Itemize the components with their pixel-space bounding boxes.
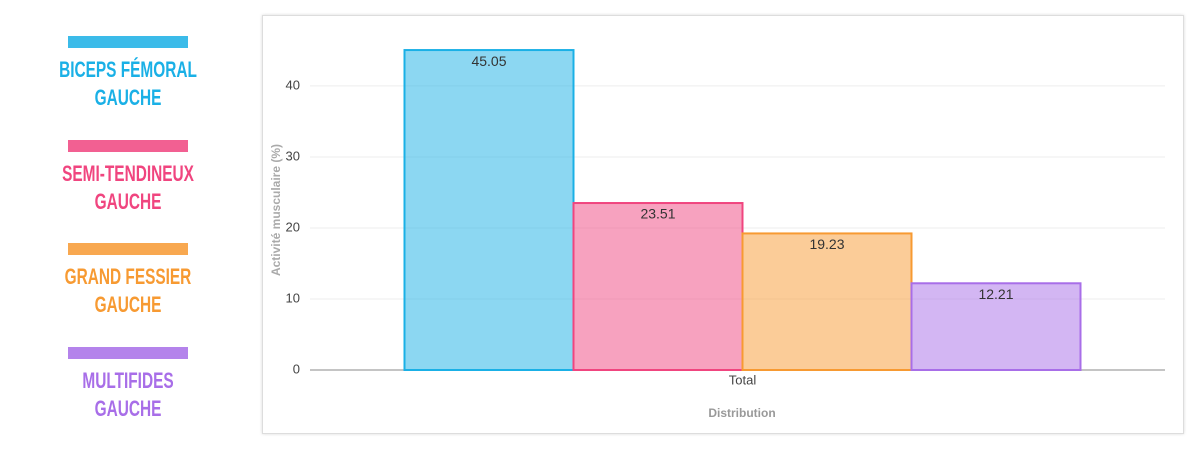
legend-label: GRAND FESSIER GAUCHE	[64, 264, 192, 317]
legend-item: BICEPS FÉMORAL GAUCHE	[18, 36, 238, 112]
legend-swatch	[68, 36, 188, 48]
legend-swatch	[68, 243, 188, 255]
chart-frame	[262, 15, 1184, 434]
legend-swatch	[68, 139, 188, 152]
value-label: 23.51	[640, 206, 675, 222]
bar	[741, 232, 913, 371]
y-tick-label: 0	[293, 361, 300, 376]
value-label: 12.21	[978, 286, 1013, 302]
bar	[572, 202, 744, 371]
y-tick-label: 20	[286, 219, 300, 234]
y-tick-label: 30	[286, 148, 300, 163]
y-axis-title: Activité musculaire (%)	[269, 144, 283, 276]
legend-label: SEMI-TENDINEUX GAUCHE	[62, 160, 194, 214]
legend-swatch	[68, 346, 188, 359]
legend-label: BICEPS FÉMORAL GAUCHE	[59, 57, 197, 110]
bar	[910, 282, 1082, 372]
legend-item: SEMI-TENDINEUX GAUCHE	[18, 139, 238, 216]
legend-label: MULTIFIDES GAUCHE	[82, 367, 174, 421]
value-label: 19.23	[809, 236, 844, 252]
legend-item: GRAND FESSIER GAUCHE	[18, 243, 238, 319]
y-tick-label: 40	[286, 77, 300, 92]
x-axis-title: Distribution	[708, 406, 775, 420]
bar	[403, 49, 575, 371]
y-tick-label: 10	[286, 290, 300, 305]
value-label: 45.05	[471, 53, 506, 69]
legend-item: MULTIFIDES GAUCHE	[18, 346, 238, 423]
x-tick-label: Total	[729, 372, 757, 387]
